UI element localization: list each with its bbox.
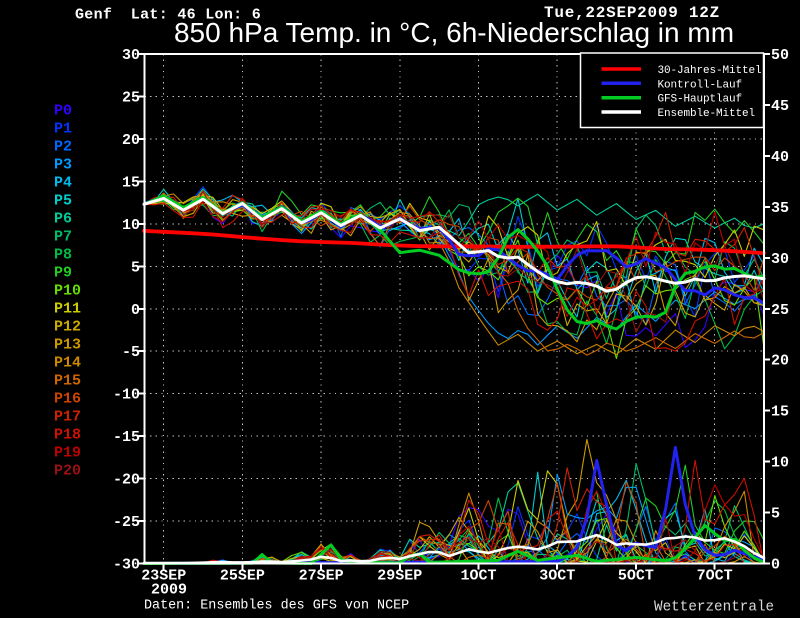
svg-text:25: 25 xyxy=(771,302,789,319)
svg-text:20: 20 xyxy=(122,132,140,149)
svg-text:5: 5 xyxy=(771,506,780,523)
svg-text:P3: P3 xyxy=(54,157,72,174)
svg-text:-15: -15 xyxy=(113,429,140,446)
svg-text:50: 50 xyxy=(771,47,789,64)
svg-text:-5: -5 xyxy=(122,344,140,361)
svg-text:Wetterzentrale: Wetterzentrale xyxy=(654,600,774,616)
svg-text:2009: 2009 xyxy=(151,582,187,599)
svg-text:P4: P4 xyxy=(54,175,72,192)
svg-text:GFS-Hauptlauf: GFS-Hauptlauf xyxy=(658,94,743,106)
svg-text:7OCT: 7OCT xyxy=(697,568,733,585)
svg-text:5: 5 xyxy=(131,259,140,276)
svg-text:25SEP: 25SEP xyxy=(220,568,265,585)
svg-text:P17: P17 xyxy=(54,409,81,426)
svg-text:850 hPa Temp. in °C, 6h-Nieder: 850 hPa Temp. in °C, 6h-Niederschlag in … xyxy=(174,17,734,48)
svg-text:3OCT: 3OCT xyxy=(539,568,575,585)
svg-text:20: 20 xyxy=(771,353,789,370)
svg-text:30-Jahres-Mittel: 30-Jahres-Mittel xyxy=(658,65,762,77)
svg-text:P12: P12 xyxy=(54,319,81,336)
svg-text:P1: P1 xyxy=(54,121,72,138)
svg-text:15: 15 xyxy=(122,174,140,191)
svg-text:P0: P0 xyxy=(54,103,72,120)
svg-text:23SEP: 23SEP xyxy=(141,568,186,585)
svg-text:10: 10 xyxy=(122,217,140,234)
svg-text:P16: P16 xyxy=(54,391,81,408)
svg-text:P2: P2 xyxy=(54,139,72,156)
svg-text:0: 0 xyxy=(771,557,780,574)
svg-text:40: 40 xyxy=(771,149,789,166)
svg-text:P9: P9 xyxy=(54,265,72,282)
svg-text:P10: P10 xyxy=(54,283,81,300)
svg-text:-20: -20 xyxy=(113,472,140,489)
svg-text:Ensemble-Mittel: Ensemble-Mittel xyxy=(658,108,756,120)
svg-text:P5: P5 xyxy=(54,193,72,210)
svg-text:P11: P11 xyxy=(54,301,81,318)
svg-text:P18: P18 xyxy=(54,427,81,444)
svg-text:29SEP: 29SEP xyxy=(377,568,422,585)
svg-text:30: 30 xyxy=(122,47,140,64)
svg-text:5OCT: 5OCT xyxy=(618,568,654,585)
svg-text:-25: -25 xyxy=(113,514,140,531)
svg-text:10: 10 xyxy=(771,455,789,472)
svg-text:Tue,22SEP2009 12Z: Tue,22SEP2009 12Z xyxy=(544,4,720,22)
svg-text:P20: P20 xyxy=(54,463,81,480)
svg-text:30: 30 xyxy=(771,251,789,268)
svg-text:15: 15 xyxy=(771,404,789,421)
svg-text:P15: P15 xyxy=(54,373,81,390)
svg-text:Daten: Ensembles des GFS von N: Daten: Ensembles des GFS von NCEP xyxy=(144,599,409,614)
svg-text:P6: P6 xyxy=(54,211,72,228)
svg-text:-30: -30 xyxy=(113,557,140,574)
svg-text:35: 35 xyxy=(771,200,789,217)
svg-text:Genf Lat: 46 Lon: 6: Genf Lat: 46 Lon: 6 xyxy=(75,7,261,24)
svg-text:1OCT: 1OCT xyxy=(460,568,496,585)
svg-text:45: 45 xyxy=(771,98,789,115)
svg-text:P19: P19 xyxy=(54,445,81,462)
svg-text:P8: P8 xyxy=(54,247,72,264)
svg-text:P14: P14 xyxy=(54,355,81,372)
svg-text:P7: P7 xyxy=(54,229,72,246)
svg-text:-10: -10 xyxy=(113,387,140,404)
svg-text:P13: P13 xyxy=(54,337,81,354)
svg-text:0: 0 xyxy=(131,302,140,319)
svg-text:25: 25 xyxy=(122,90,140,107)
svg-text:27SEP: 27SEP xyxy=(299,568,344,585)
svg-text:Kontroll-Lauf: Kontroll-Lauf xyxy=(658,79,743,91)
